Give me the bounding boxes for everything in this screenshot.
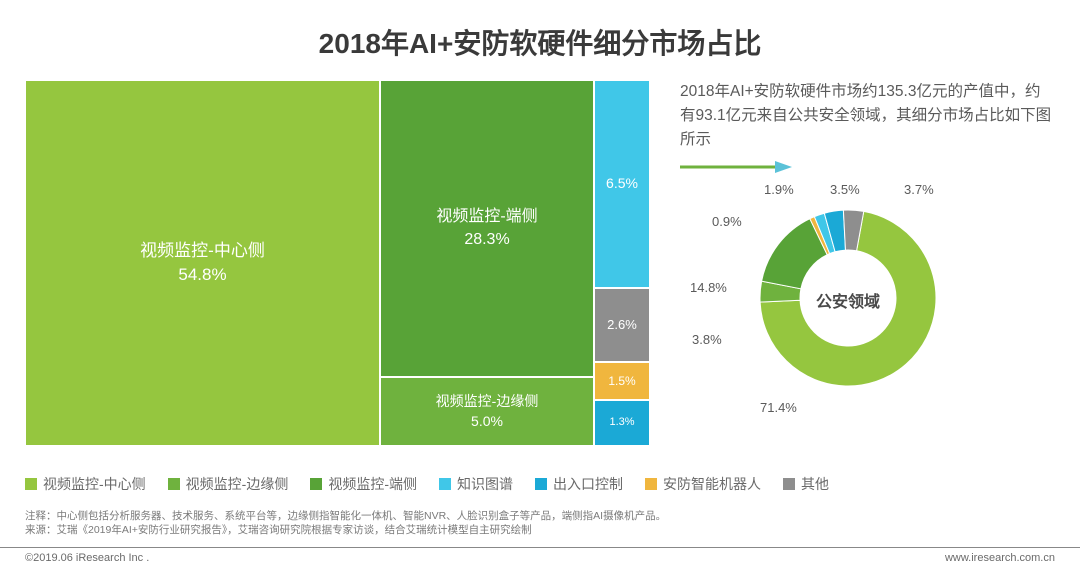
legend-label: 视频监控-中心侧 xyxy=(43,474,146,494)
legend-swatch xyxy=(535,478,547,490)
footnote-line: 注释：中心侧包括分析服务器、技术服务、系统平台等，边缘侧指智能化一体机、智能NV… xyxy=(25,509,1055,524)
copyright-bar: ©2019.06 iResearch Inc . www.iresearch.c… xyxy=(0,547,1080,566)
copyright-text: ©2019.06 iResearch Inc . xyxy=(25,552,149,564)
legend-swatch xyxy=(168,478,180,490)
legend-swatch xyxy=(25,478,37,490)
site-text: www.iresearch.com.cn xyxy=(945,552,1055,564)
donut-slice-label: 14.8% xyxy=(690,280,727,295)
treemap-cell: 视频监控-中心侧54.8% xyxy=(25,80,380,446)
legend-item: 知识图谱 xyxy=(439,474,513,494)
legend-item: 安防智能机器人 xyxy=(645,474,761,494)
legend-swatch xyxy=(783,478,795,490)
description-text: 2018年AI+安防软硬件市场约135.3亿元的产值中，约有93.1亿元来自公共… xyxy=(680,80,1055,152)
treemap-cell: 1.5% xyxy=(594,362,650,400)
legend-item: 视频监控-边缘侧 xyxy=(168,474,289,494)
chart-title: 2018年AI+安防软硬件细分市场占比 xyxy=(0,0,1080,62)
pointer-arrow-icon xyxy=(680,158,800,176)
legend-item: 视频监控-端侧 xyxy=(310,474,417,494)
donut-slice-label: 3.5% xyxy=(830,182,860,197)
legend-label: 视频监控-端侧 xyxy=(328,474,417,494)
legend-item: 其他 xyxy=(783,474,829,494)
legend-swatch xyxy=(310,478,322,490)
footnote-line: 来源：艾瑞《2019年AI+安防行业研究报告》，艾瑞咨询研究院根据专家访谈，结合… xyxy=(25,523,1055,538)
treemap-cell: 2.6% xyxy=(594,288,650,362)
legend-label: 其他 xyxy=(801,474,829,494)
legend-item: 出入口控制 xyxy=(535,474,623,494)
legend: 视频监控-中心侧 视频监控-边缘侧 视频监控-端侧 知识图谱 出入口控制 安防智能机器人 其… xyxy=(25,474,1055,494)
treemap-cell: 6.5% xyxy=(594,80,650,288)
treemap-cell: 视频监控-端侧28.3% xyxy=(380,80,594,377)
right-column: 2018年AI+安防软硬件市场约135.3亿元的产值中，约有93.1亿元来自公共… xyxy=(650,80,1055,446)
legend-label: 安防智能机器人 xyxy=(663,474,761,494)
donut-slice-label: 3.8% xyxy=(692,332,722,347)
legend-swatch xyxy=(439,478,451,490)
treemap-cell: 视频监控-边缘侧5.0% xyxy=(380,377,594,446)
donut-slice-label: 1.9% xyxy=(764,182,794,197)
legend-item: 视频监控-中心侧 xyxy=(25,474,146,494)
donut-chart: 公安领域 71.4%3.8%14.8%0.9%1.9%3.5%3.7% xyxy=(680,178,1055,446)
treemap-cell: 1.3% xyxy=(594,400,650,446)
treemap-chart: 视频监控-中心侧54.8%视频监控-端侧28.3%视频监控-边缘侧5.0% 6.5… xyxy=(25,80,650,446)
donut-slice-label: 71.4% xyxy=(760,400,797,415)
donut-slice-label: 3.7% xyxy=(904,182,934,197)
chart-area: 视频监控-中心侧54.8%视频监控-端侧28.3%视频监控-边缘侧5.0% 6.5… xyxy=(25,80,1055,446)
legend-label: 视频监控-边缘侧 xyxy=(186,474,289,494)
legend-swatch xyxy=(645,478,657,490)
legend-label: 知识图谱 xyxy=(457,474,513,494)
legend-label: 出入口控制 xyxy=(553,474,623,494)
footnote: 注释：中心侧包括分析服务器、技术服务、系统平台等，边缘侧指智能化一体机、智能NV… xyxy=(25,509,1055,538)
donut-slice-label: 0.9% xyxy=(712,214,742,229)
